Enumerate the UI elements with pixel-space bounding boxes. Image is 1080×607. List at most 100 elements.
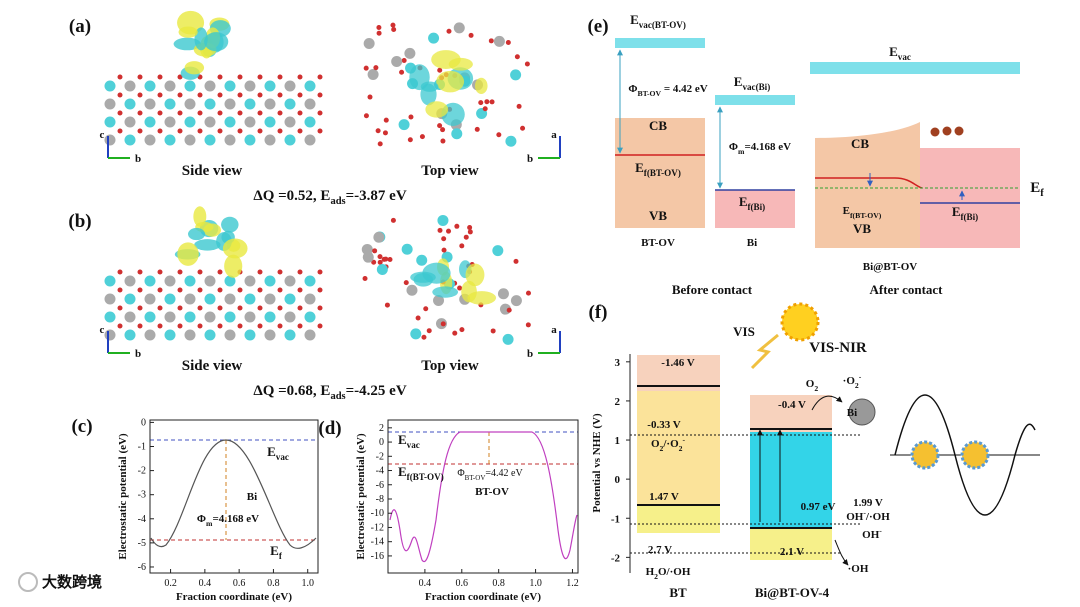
atom xyxy=(437,67,443,73)
atom xyxy=(244,134,256,146)
y-tick-label: -14 xyxy=(371,537,384,548)
label: -1.46 V xyxy=(661,357,694,369)
atom xyxy=(164,116,176,128)
charge xyxy=(177,242,199,266)
atom xyxy=(164,293,176,305)
atom xyxy=(459,243,465,249)
electron xyxy=(930,127,940,137)
label-part: =4.168 eV xyxy=(212,513,259,525)
atom xyxy=(284,80,296,92)
atom xyxy=(157,74,163,80)
x-tick-label: 0.6 xyxy=(456,578,469,589)
label: CB xyxy=(649,118,667,133)
atom xyxy=(244,80,256,92)
atom xyxy=(482,106,488,112)
atom xyxy=(304,134,316,146)
atom xyxy=(197,128,203,134)
atom xyxy=(297,74,303,80)
charge xyxy=(193,206,207,227)
label: Bi xyxy=(247,491,257,503)
y-tick-label: -12 xyxy=(371,522,384,533)
atom xyxy=(497,288,509,300)
atom xyxy=(137,287,143,293)
atom xyxy=(237,110,243,116)
atom xyxy=(468,32,474,38)
label: ΦBT-OV = 4.42 eV xyxy=(628,83,707,98)
atom xyxy=(157,269,163,275)
label-part: vac(Bi) xyxy=(742,82,770,92)
bt-gap xyxy=(637,391,720,505)
atom xyxy=(224,329,236,341)
atom xyxy=(416,254,428,266)
atom xyxy=(317,287,323,293)
label-part: =4.42 eV xyxy=(485,468,523,479)
atom xyxy=(304,98,316,110)
atom xyxy=(217,305,223,311)
atom xyxy=(377,259,383,265)
atom xyxy=(237,323,243,329)
x-tick-label: 0.4 xyxy=(199,578,212,589)
label: OH-/·OH xyxy=(846,508,890,523)
atom xyxy=(257,323,263,329)
y-tick-label: -10 xyxy=(371,508,384,519)
atom xyxy=(104,80,116,92)
atom xyxy=(363,113,369,119)
atom xyxy=(496,132,502,138)
charge xyxy=(474,77,488,94)
y-tick-label: 0 xyxy=(379,437,384,448)
atom xyxy=(177,128,183,134)
atom xyxy=(510,69,522,81)
label-part: =4.168 eV xyxy=(744,141,791,153)
atom xyxy=(383,117,389,123)
y-tick-label: -4 xyxy=(138,514,146,525)
label: Ef(BT-OV) xyxy=(843,205,882,220)
label: Φm=4.168 eV xyxy=(197,513,259,528)
caption: ΔQ =0.52, Eads=-3.87 eV xyxy=(253,188,407,207)
atom xyxy=(492,245,504,257)
atom xyxy=(177,110,183,116)
atom xyxy=(516,103,522,109)
atom xyxy=(363,38,375,50)
watermark-icon xyxy=(18,572,38,592)
atom xyxy=(489,99,495,105)
label-part: ΔQ =0.68, E xyxy=(253,383,330,399)
atom xyxy=(297,128,303,134)
atom xyxy=(506,307,512,313)
atom xyxy=(137,128,143,134)
y-axis-label: Potential vs NHE (V) xyxy=(591,413,603,513)
x-axis-label: Fraction coordinate (eV) xyxy=(425,591,541,603)
atom xyxy=(284,311,296,323)
nanoparticle xyxy=(960,440,990,470)
atom xyxy=(164,275,176,287)
label-part: - xyxy=(682,435,685,444)
label: 2.1 V xyxy=(780,546,804,558)
axis-letter: b xyxy=(527,348,533,360)
label-part: - xyxy=(859,372,862,381)
atom xyxy=(217,110,223,116)
axis-letter: a xyxy=(551,324,557,336)
atom xyxy=(244,329,256,341)
x-tick-label: 0.8 xyxy=(492,578,505,589)
plot-frame xyxy=(149,419,319,574)
label-part: Φ xyxy=(197,513,206,525)
atom xyxy=(157,92,163,98)
atom xyxy=(157,305,163,311)
label: Ef xyxy=(1030,180,1044,199)
label: Ef(BT-OV) xyxy=(635,160,681,178)
atom xyxy=(104,311,116,323)
atom xyxy=(437,227,443,233)
atom xyxy=(446,28,452,34)
vac-bar xyxy=(615,38,705,48)
atom xyxy=(124,275,136,287)
atom xyxy=(177,269,183,275)
axis-letter: b xyxy=(135,348,141,360)
label: VB xyxy=(649,208,667,223)
atom xyxy=(224,116,236,128)
atom xyxy=(391,26,397,32)
atom xyxy=(184,116,196,128)
atom xyxy=(257,110,263,116)
charge xyxy=(224,254,243,278)
atom xyxy=(197,92,203,98)
atom xyxy=(264,80,276,92)
atom xyxy=(124,80,136,92)
